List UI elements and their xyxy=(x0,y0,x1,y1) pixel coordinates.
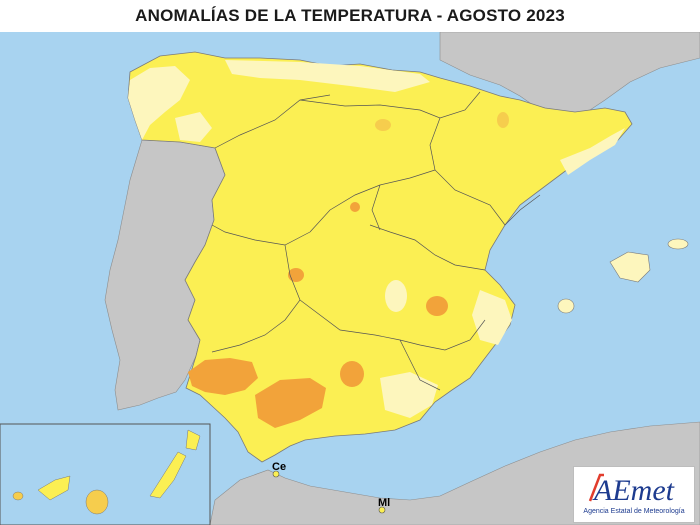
anomaly-zone-navarra xyxy=(497,112,509,128)
ceuta-label: Ce xyxy=(272,461,286,473)
melilla-label: Ml xyxy=(378,497,390,509)
menorca-island xyxy=(667,238,689,250)
community-borders xyxy=(211,91,541,391)
anomaly-zone-la-rioja xyxy=(375,119,391,131)
aemet-logo-mark: AEmet xyxy=(588,473,675,507)
anomaly-zone-huelva xyxy=(188,358,258,395)
mallorca-island xyxy=(609,251,651,283)
anomaly-zone-catalan-coast xyxy=(560,128,625,175)
melilla-marker xyxy=(378,506,386,514)
tenerife-island xyxy=(37,475,71,501)
aemet-logo[interactable]: AEmet Agencia Estatal de Meteorología xyxy=(573,466,695,523)
map-title: ANOMALÍAS DE LA TEMPERATURA - AGOSTO 202… xyxy=(135,6,565,25)
aemet-subtitle: Agencia Estatal de Meteorología xyxy=(583,508,685,515)
anomaly-zone-cantabrian xyxy=(175,112,212,142)
ceuta-marker xyxy=(272,470,280,478)
title-bar: ANOMALÍAS DE LA TEMPERATURA - AGOSTO 202… xyxy=(0,0,700,33)
ibiza-island xyxy=(557,298,575,314)
anomaly-zone-valencia-coast xyxy=(472,290,512,345)
anomaly-zone-la-mancha xyxy=(385,280,407,312)
anomaly-zone-segovia xyxy=(350,202,360,212)
anomaly-zone-toledo xyxy=(288,268,304,282)
spain-landmass xyxy=(127,51,633,463)
anomaly-zone-albacete xyxy=(426,296,448,316)
fuerteventura-island xyxy=(149,451,187,499)
lanzarote-island xyxy=(185,429,201,451)
anomaly-zone-murcia xyxy=(380,372,438,418)
anomaly-zone-cordoba xyxy=(340,361,364,387)
anomaly-zone-galicia-coast xyxy=(128,66,190,140)
aemet-brand-text: AEmet xyxy=(592,474,675,507)
anomaly-zone-guadalquivir xyxy=(255,378,326,428)
la-gomera-island xyxy=(12,491,24,501)
temperature-anomaly-map: Ce Ml xyxy=(0,32,700,525)
gran-canaria-island xyxy=(85,489,109,515)
anomaly-zone-north-coast xyxy=(225,60,430,92)
